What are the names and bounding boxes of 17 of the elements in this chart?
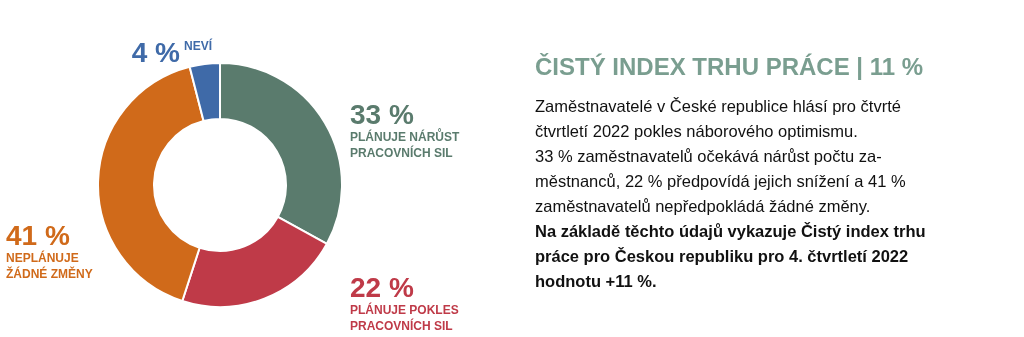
slice-label: PLÁNUJE NÁRŮST PRACOVNÍCH SIL xyxy=(350,127,461,160)
text: 33 % zaměstnavatelů očekává nárůst počtu za- xyxy=(535,147,882,165)
data-label: 41 % xyxy=(6,220,70,251)
text: Na základě těchto údajů vykazuje Čistý index trhu xyxy=(535,222,926,240)
text: Zaměstnavatelé v České republice hlásí pro čtvrté xyxy=(535,97,901,115)
text: městnanců, 22 % předpovídá jejich snížení a 41 % xyxy=(535,172,906,190)
data-label: 22 % xyxy=(350,271,414,303)
text: ČISTÝ INDEX TRHU PRÁCE | 11 % xyxy=(535,53,924,80)
text: hodnotu +11 %. xyxy=(535,272,657,290)
text: čtvrtletí 2022 pokles náborového optimismu. xyxy=(535,122,858,140)
text: zaměstnavatelů nepředpokládá žádné změny. xyxy=(535,197,871,215)
slice-label: NEVÍ xyxy=(184,38,213,53)
text: práce pro Českou republiku pro 4. čtvrtletí 2022 xyxy=(535,247,909,265)
slice-label: NEPLÁNUJE ŽÁDNÉ ZMĚNY xyxy=(6,250,93,281)
slice-label: PLÁNUJE POKLES PRACOVNÍCH SIL xyxy=(350,301,459,333)
data-label: 4 % xyxy=(131,37,181,68)
data-label: 33 % xyxy=(350,98,414,130)
